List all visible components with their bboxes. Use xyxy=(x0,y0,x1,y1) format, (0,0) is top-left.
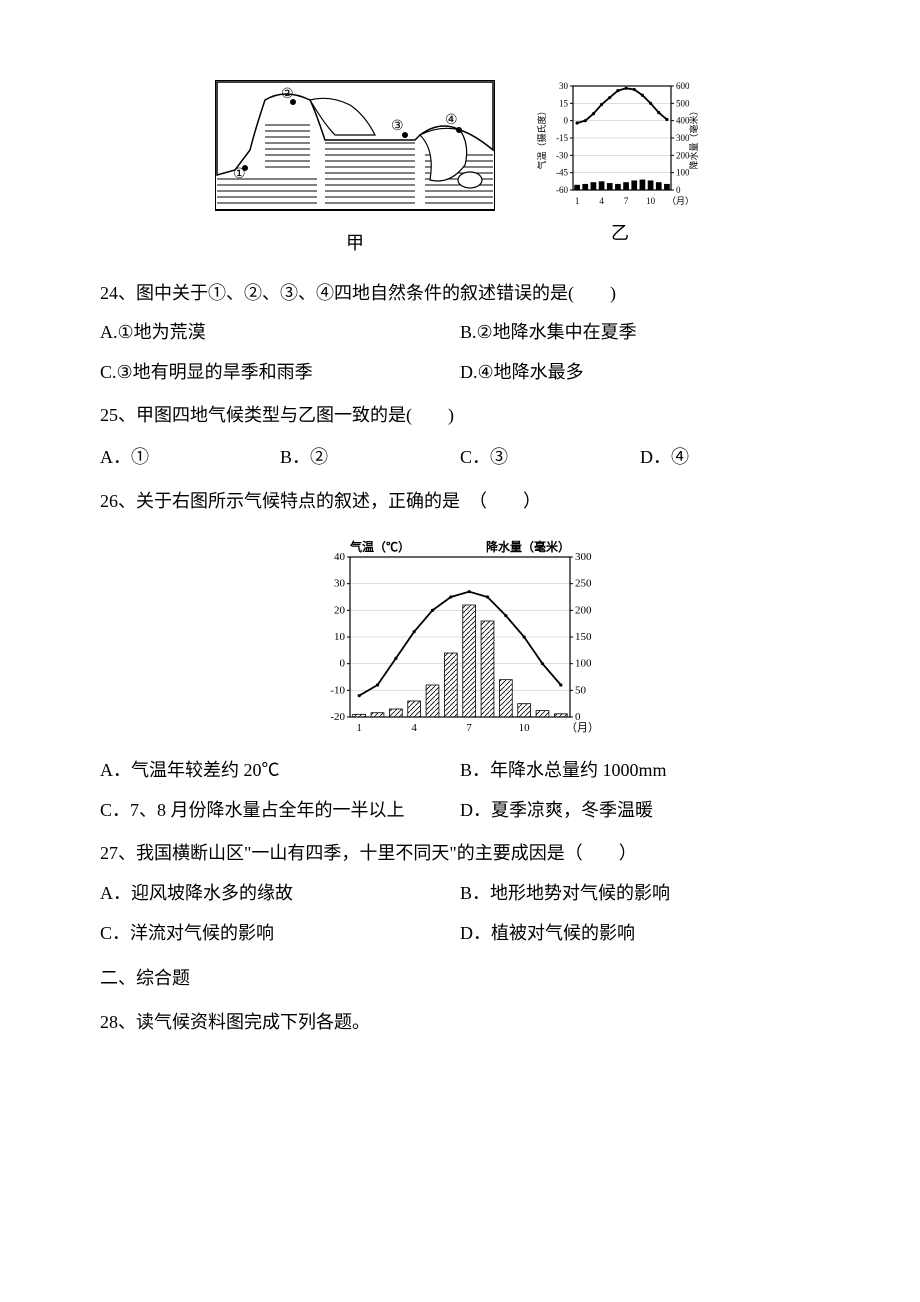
small-climograph: 30 15 0 -15 -30 -45 -60 600 500 400 300 200 100 0 1 4 7 1… xyxy=(535,80,705,210)
svg-text:气温（℃）: 气温（℃） xyxy=(349,539,410,554)
figure-row-top: ① ② ③ ④ 甲 30 15 0 -15 -30 -45 -60 600 500 400 300 2… xyxy=(100,80,820,264)
q25-options: A．① B．② C．③ D．④ xyxy=(100,438,820,478)
question-27: 27、我国横断山区"一山有四季，十里不同天"的主要成因是（ ） A．迎风坡降水多… xyxy=(100,834,820,953)
svg-text:（月）: （月） xyxy=(667,196,694,206)
svg-text:300: 300 xyxy=(575,551,592,563)
q24-a: A.①地为荒漠 xyxy=(100,313,460,353)
svg-text:200: 200 xyxy=(676,150,690,160)
question-28: 28、读气候资料图完成下列各题。 xyxy=(100,1003,820,1043)
svg-text:400: 400 xyxy=(676,116,690,126)
q26-stem: 26、关于右图所示气候特点的叙述，正确的是 （ ） xyxy=(100,482,820,522)
map-figure-block: ① ② ③ ④ 甲 xyxy=(215,80,495,264)
question-25: 25、甲图四地气候类型与乙图一致的是( ) A．① B．② C．③ D．④ xyxy=(100,396,820,477)
svg-text:300: 300 xyxy=(676,133,690,143)
q27-stem: 27、我国横断山区"一山有四季，十里不同天"的主要成因是（ ） xyxy=(100,834,820,874)
q27-c: C．洋流对气候的影响 xyxy=(100,914,460,954)
q26-options: A．气温年较差约 20℃ B．年降水总量约 1000mm C．7、8 月份降水量… xyxy=(100,751,820,830)
q24-b: B.②地降水集中在夏季 xyxy=(460,313,820,353)
svg-text:7: 7 xyxy=(624,196,629,206)
svg-text:③: ③ xyxy=(391,119,404,134)
svg-text:-60: -60 xyxy=(556,185,568,195)
small-climograph-label: 乙 xyxy=(535,214,705,254)
small-climograph-block: 30 15 0 -15 -30 -45 -60 600 500 400 300 200 100 0 1 4 7 1… xyxy=(535,80,705,254)
svg-text:7: 7 xyxy=(466,722,472,734)
q24-c: C.③地有明显的旱季和雨季 xyxy=(100,353,460,393)
svg-text:15: 15 xyxy=(559,98,569,108)
svg-text:气温（摄氏度）: 气温（摄氏度） xyxy=(536,106,547,169)
svg-text:30: 30 xyxy=(334,578,346,590)
svg-text:0: 0 xyxy=(564,116,569,126)
svg-text:-20: -20 xyxy=(330,711,345,723)
q27-d: D．植被对气候的影响 xyxy=(460,914,820,954)
q24-stem: 24、图中关于①、②、③、④四地自然条件的叙述错误的是( ) xyxy=(100,274,820,314)
svg-text:1: 1 xyxy=(575,196,580,206)
svg-text:1: 1 xyxy=(356,722,362,734)
question-26: 26、关于右图所示气候特点的叙述，正确的是 （ ） xyxy=(100,482,820,522)
svg-text:50: 50 xyxy=(575,684,587,696)
svg-text:-10: -10 xyxy=(330,684,345,696)
q25-c: C．③ xyxy=(460,438,640,478)
svg-text:200: 200 xyxy=(575,604,592,616)
large-climograph: 403020100-10-2030025020015010050014710（月… xyxy=(300,531,620,741)
q28-stem: 28、读气候资料图完成下列各题。 xyxy=(100,1003,820,1043)
large-climograph-wrap: 403020100-10-2030025020015010050014710（月… xyxy=(100,531,820,741)
q26-d: D．夏季凉爽，冬季温暖 xyxy=(460,791,820,831)
q26-c: C．7、8 月份降水量占全年的一半以上 xyxy=(100,791,460,831)
q27-a: A．迎风坡降水多的缘故 xyxy=(100,874,460,914)
svg-text:降水量（毫米）: 降水量（毫米） xyxy=(688,106,699,169)
svg-text:4: 4 xyxy=(599,196,604,206)
svg-text:④: ④ xyxy=(445,113,458,128)
svg-text:40: 40 xyxy=(334,551,346,563)
q25-stem: 25、甲图四地气候类型与乙图一致的是( ) xyxy=(100,396,820,436)
q25-a: A．① xyxy=(100,438,280,478)
q24-options: A.①地为荒漠 B.②地降水集中在夏季 C.③地有明显的旱季和雨季 D.④地降水… xyxy=(100,313,820,392)
svg-text:（月）: （月） xyxy=(566,721,599,734)
section-2-heading: 二、综合题 xyxy=(100,959,820,999)
svg-text:20: 20 xyxy=(334,604,346,616)
svg-text:②: ② xyxy=(281,87,294,102)
q26-a: A．气温年较差约 20℃ xyxy=(100,751,460,791)
q24-d: D.④地降水最多 xyxy=(460,353,820,393)
question-24: 24、图中关于①、②、③、④四地自然条件的叙述错误的是( ) A.①地为荒漠 B… xyxy=(100,274,820,393)
q25-d: D．④ xyxy=(640,438,820,478)
svg-text:-30: -30 xyxy=(556,150,568,160)
map-label: 甲 xyxy=(215,224,495,264)
map-illustration: ① ② ③ ④ xyxy=(215,80,495,220)
svg-text:降水量（毫米）: 降水量（毫米） xyxy=(486,539,570,554)
svg-text:-15: -15 xyxy=(556,133,568,143)
svg-text:10: 10 xyxy=(646,196,656,206)
svg-text:10: 10 xyxy=(519,722,531,734)
q27-options: A．迎风坡降水多的缘故 B．地形地势对气候的影响 C．洋流对气候的影响 D．植被… xyxy=(100,874,820,953)
svg-text:150: 150 xyxy=(575,631,592,643)
svg-text:100: 100 xyxy=(575,658,592,670)
svg-text:0: 0 xyxy=(676,185,681,195)
svg-text:600: 600 xyxy=(676,81,690,91)
q26-b: B．年降水总量约 1000mm xyxy=(460,751,820,791)
svg-text:①: ① xyxy=(233,167,246,182)
svg-text:30: 30 xyxy=(559,81,569,91)
q27-b: B．地形地势对气候的影响 xyxy=(460,874,820,914)
q25-b: B．② xyxy=(280,438,460,478)
svg-text:-45: -45 xyxy=(556,168,568,178)
svg-text:0: 0 xyxy=(340,658,346,670)
svg-text:10: 10 xyxy=(334,631,346,643)
svg-text:500: 500 xyxy=(676,98,690,108)
svg-text:4: 4 xyxy=(411,722,417,734)
svg-text:100: 100 xyxy=(676,168,690,178)
svg-text:250: 250 xyxy=(575,578,592,590)
